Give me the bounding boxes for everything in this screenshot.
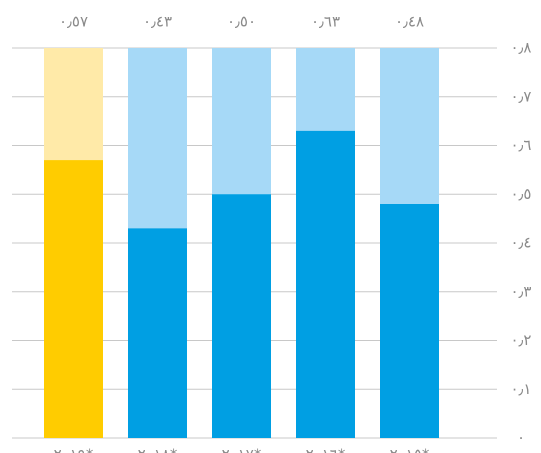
x-tick-label: ٢٠١٦* [306,446,346,453]
x-tick-label: ٢٠١٥* [390,446,430,453]
bar [44,160,103,438]
y-tick-label: ٠٫٤ [511,234,532,252]
bar [380,204,439,438]
value-label: ٠٫٦٣ [311,13,340,31]
y-tick-label: ٠ [517,429,525,447]
x-tick-label: ٢٠١٨* [138,446,178,453]
x-tick-label: ٢٠١٧* [222,446,262,453]
y-tick-label: ٠٫٥ [511,185,532,203]
y-tick-label: ٠٫٢ [511,331,532,349]
x-tick-label: ٢٠١٩* [54,446,94,453]
bar [128,228,187,438]
y-tick-label: ٠٫٣ [511,282,532,300]
bar [296,130,355,438]
y-tick-label: ٠٫١ [511,380,532,398]
value-label: ٠٫٥٧ [59,13,88,31]
y-tick-label: ٠٫٨ [511,39,532,57]
value-label: ٠٫٤٨ [395,13,424,31]
y-tick-label: ٠٫٦ [511,136,532,154]
value-label: ٠٫٤٣ [143,13,172,31]
value-label: ٠٫٥٠ [227,13,256,31]
y-tick-label: ٠٫٧ [511,87,532,105]
bar [212,194,271,438]
